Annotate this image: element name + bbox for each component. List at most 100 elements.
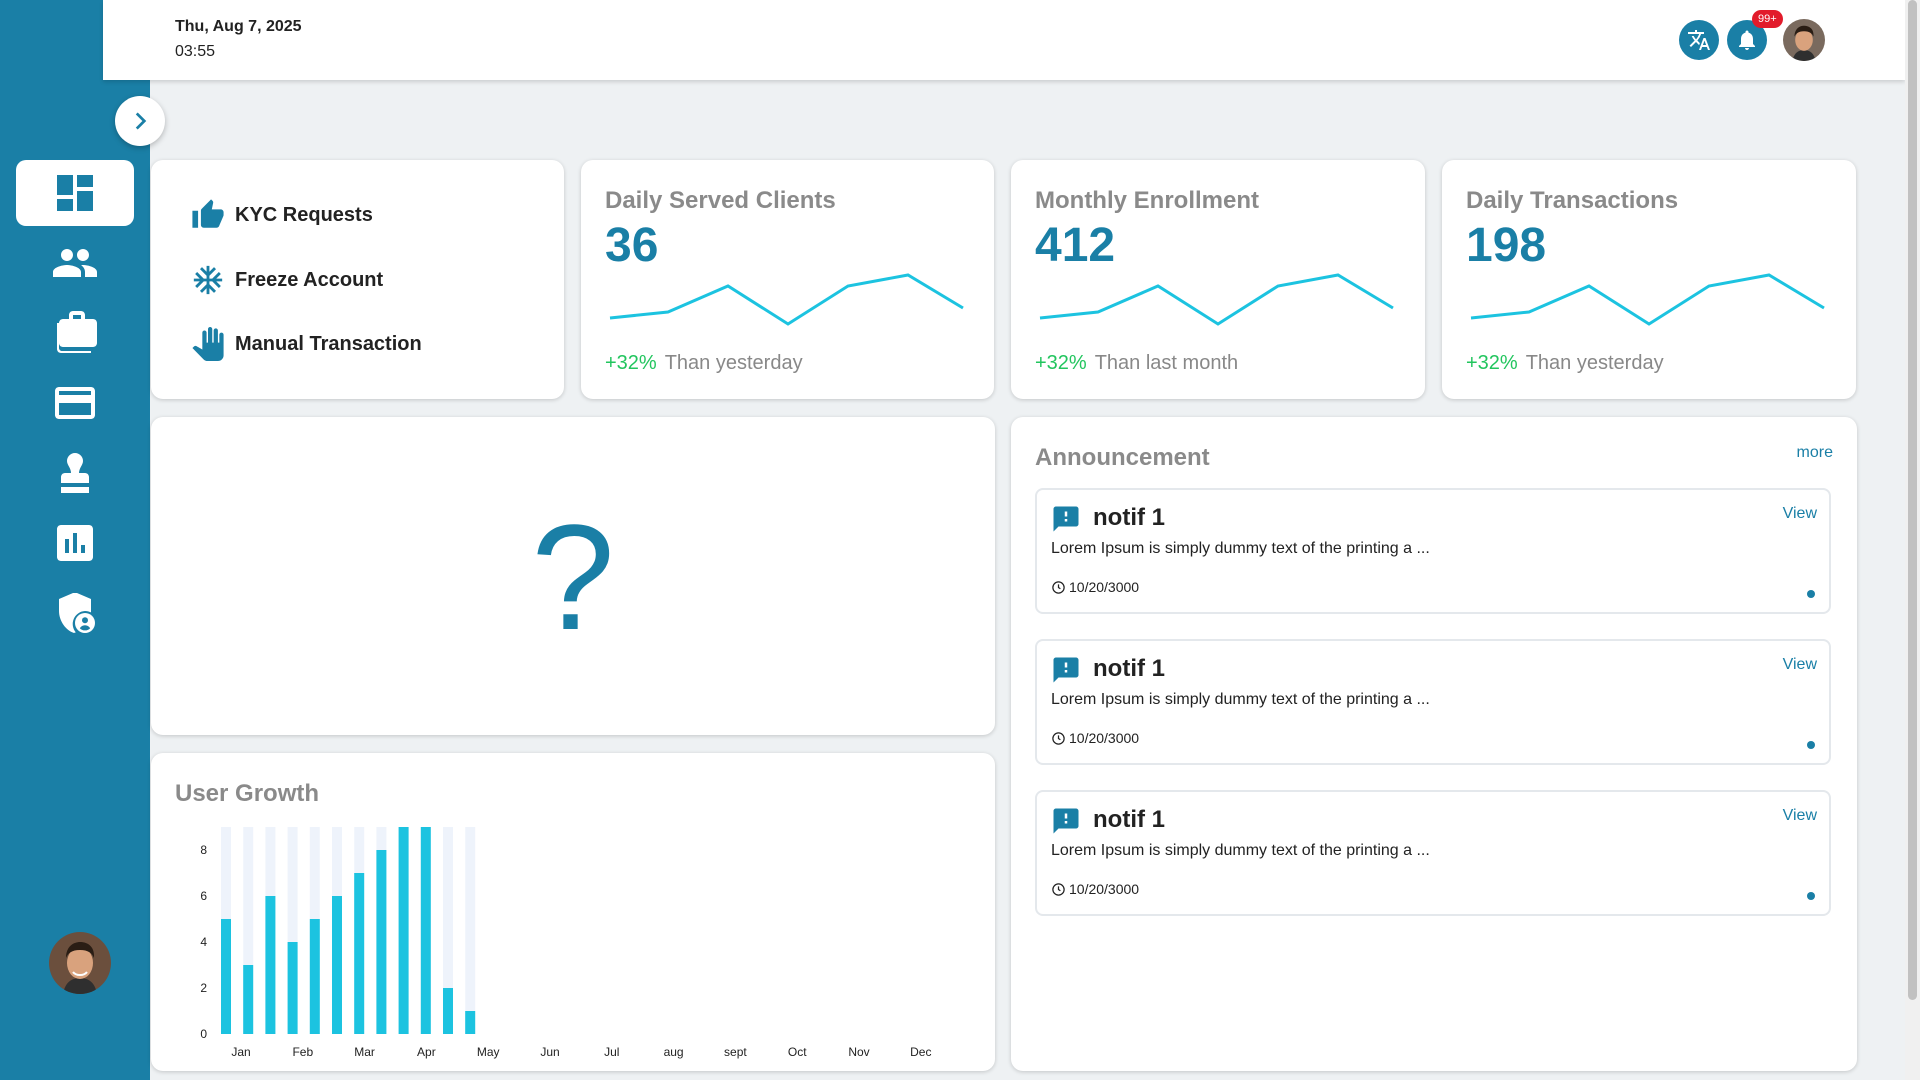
- x-tick-label: Jan: [231, 1045, 250, 1059]
- feedback-alert-icon: [1053, 506, 1079, 532]
- stat-card-daily-transactions: Daily Transactions 198 +32% Than yesterda…: [1442, 160, 1856, 399]
- stat-value: 412: [1035, 219, 1116, 272]
- announcement-item-date: 10/20/3000: [1051, 579, 1139, 595]
- stat-card-monthly-enrollment: Monthly Enrollment 412 +32% Than last mon…: [1011, 160, 1425, 399]
- bar: [465, 1011, 476, 1034]
- users-icon: [53, 249, 97, 277]
- feedback-alert-icon: [1053, 808, 1079, 834]
- x-tick-label: Nov: [848, 1045, 869, 1059]
- header-user-avatar[interactable]: [1783, 19, 1825, 61]
- announcement-date-text: 10/20/3000: [1069, 881, 1140, 897]
- scrollbar-thumb[interactable]: [1908, 0, 1917, 1000]
- announcement-item-date: 10/20/3000: [1051, 881, 1139, 897]
- stat-caption: Than last month: [1094, 352, 1239, 374]
- thumbs-up-icon: [192, 199, 224, 228]
- bar-track: [465, 827, 476, 1034]
- sparkline-chart: [609, 273, 964, 326]
- x-tick-label: aug: [664, 1045, 684, 1059]
- view-link[interactable]: View: [1782, 807, 1817, 824]
- bar: [398, 827, 409, 1034]
- bar: [265, 896, 276, 1034]
- freeze-account-action[interactable]: Freeze Account: [191, 263, 383, 297]
- x-tick-label: Oct: [788, 1045, 807, 1059]
- quick-actions-card: KYC Requests Freeze Account Manual Trans…: [151, 160, 564, 399]
- nav-dashboard[interactable]: [16, 160, 134, 226]
- freeze-account-label: Freeze Account: [235, 268, 384, 291]
- bar: [443, 988, 453, 1034]
- nav-stamp[interactable]: [16, 440, 134, 506]
- bar-track: [287, 827, 298, 1034]
- stat-title: Daily Served Clients: [605, 187, 836, 214]
- kyc-requests-action[interactable]: KYC Requests: [191, 198, 373, 232]
- stat-footer: +32% Than yesterday: [605, 352, 803, 375]
- stat-change: +32%: [605, 352, 657, 374]
- announcement-date-text: 10/20/3000: [1069, 579, 1140, 595]
- sidebar-user-avatar[interactable]: [49, 932, 111, 994]
- stat-caption: Than yesterday: [664, 352, 803, 374]
- stat-value: 36: [605, 219, 659, 272]
- stat-footer: +32% Than yesterday: [1466, 352, 1664, 375]
- announcement-card: Announcement more notif 1 Lorem Ipsum is…: [1011, 417, 1857, 1071]
- manual-transaction-action[interactable]: Manual Transaction: [191, 327, 422, 361]
- translate-icon: [1688, 30, 1710, 50]
- x-tick-label: Jul: [604, 1045, 619, 1059]
- bar: [243, 965, 254, 1034]
- announcement-item-text: Lorem Ipsum is simply dummy text of the …: [1051, 540, 1430, 557]
- sidebar: [0, 0, 150, 1080]
- view-link[interactable]: View: [1782, 505, 1817, 522]
- nav-briefcase[interactable]: [16, 300, 134, 366]
- avatar-image: [1783, 19, 1825, 61]
- placeholder-card: ?: [151, 417, 995, 735]
- more-link[interactable]: more: [1796, 444, 1833, 461]
- hand-icon: [192, 327, 224, 361]
- nav-cards[interactable]: [16, 370, 134, 436]
- question-mark-placeholder: ?: [531, 493, 615, 661]
- stat-title: Monthly Enrollment: [1035, 187, 1259, 214]
- nav-users[interactable]: [16, 230, 134, 296]
- stat-card-daily-served-clients: Daily Served Clients 36 +32% Than yesterd…: [581, 160, 994, 399]
- announcement-item-date: 10/20/3000: [1051, 730, 1139, 746]
- y-tick-label: 2: [200, 981, 207, 995]
- stamp-icon: [61, 453, 89, 493]
- top-header: Thu, Aug 7, 2025 03:55: [103, 0, 1905, 80]
- y-tick-label: 6: [200, 889, 207, 903]
- announcement-date-text: 10/20/3000: [1069, 730, 1140, 746]
- announcement-item[interactable]: notif 1 Lorem Ipsum is simply dummy text…: [1035, 639, 1831, 765]
- bar: [309, 919, 320, 1034]
- x-tick-label: May: [477, 1045, 500, 1059]
- sidebar-expand-button[interactable]: [115, 96, 165, 146]
- stat-value: 198: [1466, 219, 1547, 272]
- nav-reports[interactable]: [16, 510, 134, 576]
- y-tick-label: 0: [200, 1027, 207, 1041]
- announcement-item[interactable]: notif 1 Lorem Ipsum is simply dummy text…: [1035, 488, 1831, 614]
- clock-icon: [1052, 580, 1065, 594]
- stat-caption: Than yesterday: [1525, 352, 1664, 374]
- announcement-title: Announcement: [1035, 444, 1210, 471]
- stat-change: +32%: [1035, 352, 1087, 374]
- announcement-item-title: notif 1: [1093, 655, 1165, 682]
- header-date: Thu, Aug 7, 2025: [175, 18, 302, 35]
- view-link[interactable]: View: [1782, 656, 1817, 673]
- manual-transaction-label: Manual Transaction: [235, 332, 422, 355]
- nav-admin[interactable]: [16, 580, 134, 646]
- x-tick-label: Mar: [354, 1045, 375, 1059]
- announcement-item[interactable]: notif 1 Lorem Ipsum is simply dummy text…: [1035, 790, 1831, 916]
- sparkline-chart: [1039, 273, 1394, 326]
- bell-icon: [1739, 30, 1755, 50]
- bar-chart-icon: [57, 525, 93, 561]
- unread-dot: [1807, 741, 1815, 749]
- language-button[interactable]: [1679, 20, 1719, 60]
- sparkline-chart: [1470, 273, 1825, 326]
- snowflake-icon: [193, 265, 223, 295]
- x-tick-label: sept: [724, 1045, 747, 1059]
- bar: [287, 942, 298, 1034]
- clock-icon: [1052, 731, 1065, 745]
- kyc-requests-label: KYC Requests: [235, 203, 373, 226]
- page-scrollbar[interactable]: [1905, 0, 1920, 1080]
- dashboard-icon: [57, 175, 93, 211]
- stat-change: +32%: [1466, 352, 1518, 374]
- bar: [332, 896, 342, 1034]
- clock-icon: [1052, 882, 1065, 896]
- stat-footer: +32% Than last month: [1035, 352, 1238, 375]
- announcement-item-title: notif 1: [1093, 504, 1165, 531]
